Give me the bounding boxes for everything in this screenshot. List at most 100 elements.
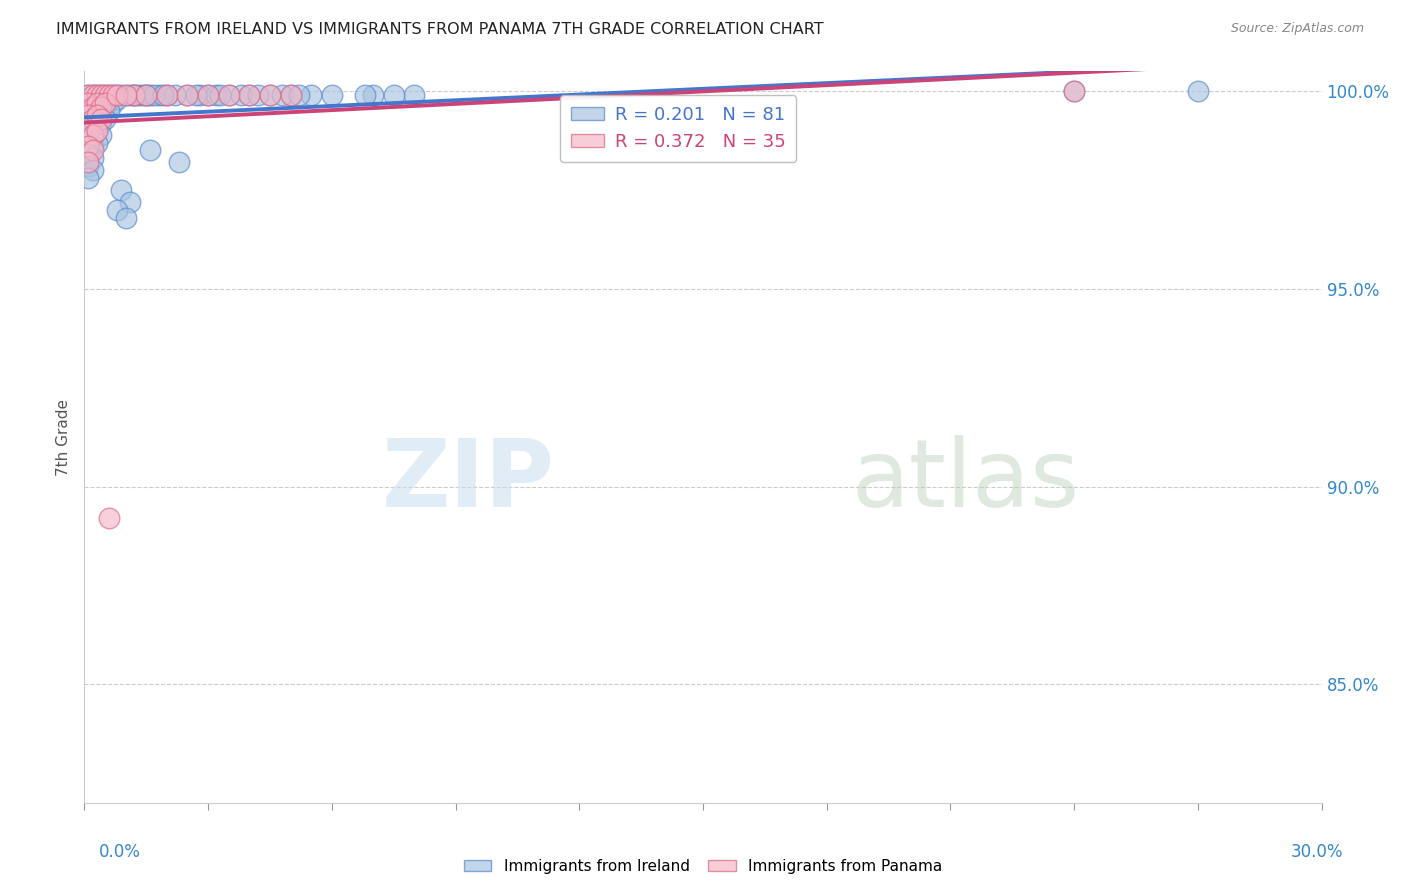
Point (229, 88, 252, 103)
Point (90, 88, 112, 103)
Point (184, 88, 207, 103)
Point (82, 116, 104, 130)
Point (77, 95, 100, 110)
Point (82, 128, 104, 142)
Point (94, 88, 117, 103)
Point (86, 136, 108, 150)
Point (105, 202, 128, 217)
Point (86, 112, 108, 126)
Point (77, 159, 100, 173)
Point (90, 128, 112, 142)
Point (114, 211, 136, 225)
Point (90, 92, 112, 106)
Point (135, 88, 157, 103)
Point (82, 144, 104, 158)
Point (280, 88, 302, 103)
Point (152, 88, 174, 103)
Point (86, 108, 108, 122)
Point (110, 183, 132, 197)
Point (1063, 84, 1085, 98)
Point (321, 88, 343, 103)
Point (98, 103, 121, 118)
Point (82, 100, 104, 114)
Point (167, 155, 190, 169)
Point (176, 88, 198, 103)
Point (103, 88, 125, 103)
Point (238, 88, 260, 103)
Point (77, 108, 100, 122)
Point (110, 88, 132, 103)
Point (90, 88, 112, 103)
Point (148, 88, 170, 103)
Point (94, 95, 117, 110)
Point (94, 95, 117, 110)
Text: IMMIGRANTS FROM IRELAND VS IMMIGRANTS FROM PANAMA 7TH GRADE CORRELATION CHART: IMMIGRANTS FROM IRELAND VS IMMIGRANTS FR… (56, 22, 824, 37)
Point (156, 88, 179, 103)
Point (139, 88, 162, 103)
Point (382, 88, 405, 103)
Point (139, 144, 162, 158)
Point (77, 100, 100, 114)
Point (98, 511, 121, 525)
Point (90, 103, 112, 118)
Point (165, 88, 187, 103)
Point (238, 88, 260, 103)
Point (271, 88, 294, 103)
Point (90, 116, 112, 130)
Point (94, 88, 117, 103)
Point (218, 88, 240, 103)
Text: 0.0%: 0.0% (98, 843, 141, 861)
Point (77, 139, 100, 153)
Point (98, 88, 121, 103)
Point (1063, 84, 1085, 98)
Point (98, 92, 121, 106)
Point (280, 88, 302, 103)
Point (122, 88, 145, 103)
Point (135, 88, 157, 103)
Point (77, 147, 100, 161)
Point (77, 136, 100, 150)
Point (82, 112, 104, 126)
Point (77, 155, 100, 169)
Text: ZIP: ZIP (381, 435, 554, 527)
Point (197, 88, 219, 103)
Point (90, 112, 112, 126)
Point (205, 88, 228, 103)
Point (105, 88, 128, 103)
Point (82, 88, 104, 103)
Point (127, 88, 149, 103)
Point (118, 88, 141, 103)
Point (105, 88, 128, 103)
Point (77, 123, 100, 137)
Point (299, 88, 322, 103)
Point (105, 92, 128, 106)
Point (90, 100, 112, 114)
Point (77, 112, 100, 126)
Point (94, 100, 117, 114)
Point (259, 88, 281, 103)
Legend: Immigrants from Ireland, Immigrants from Panama: Immigrants from Ireland, Immigrants from… (458, 853, 948, 880)
Point (176, 88, 198, 103)
Point (86, 88, 108, 103)
Point (82, 88, 104, 103)
Point (246, 88, 269, 103)
Text: atlas: atlas (852, 435, 1080, 527)
Point (288, 88, 311, 103)
Legend: R = 0.201   N = 81, R = 0.372   N = 35: R = 0.201 N = 81, R = 0.372 N = 35 (561, 95, 796, 161)
Point (156, 88, 179, 103)
Point (86, 95, 108, 110)
Point (197, 88, 219, 103)
Point (86, 123, 108, 137)
Point (135, 88, 157, 103)
Point (77, 171, 100, 186)
Point (114, 88, 136, 103)
Point (86, 123, 108, 137)
Point (82, 128, 104, 142)
Point (1187, 84, 1209, 98)
Point (209, 88, 232, 103)
Point (188, 88, 211, 103)
Point (118, 194, 141, 209)
Y-axis label: 7th Grade: 7th Grade (56, 399, 72, 475)
Point (82, 92, 104, 106)
Text: Source: ZipAtlas.com: Source: ZipAtlas.com (1230, 22, 1364, 36)
